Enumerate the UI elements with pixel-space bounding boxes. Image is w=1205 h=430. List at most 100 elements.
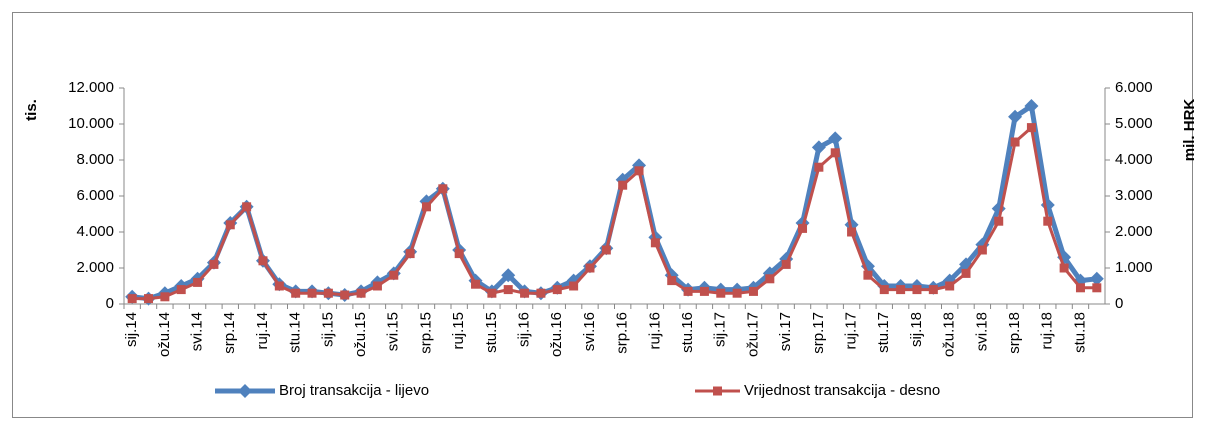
data-point	[405, 249, 415, 259]
x-tick-label: stu.18	[1071, 312, 1088, 353]
data-point	[242, 202, 252, 212]
legend-marker	[713, 386, 722, 396]
x-tick-label: stu.14	[287, 312, 304, 353]
x-tick-label: srp.15	[417, 312, 434, 354]
data-point	[618, 180, 628, 190]
x-tick-label: srp.18	[1006, 312, 1023, 354]
x-tick-label: svi.15	[385, 312, 402, 351]
data-point	[291, 288, 301, 298]
data-point	[863, 270, 873, 280]
x-tick-label: stu.15	[483, 312, 500, 353]
data-point	[1043, 216, 1053, 226]
data-point	[1075, 283, 1085, 293]
data-point	[828, 131, 843, 146]
y2-tick-label: 1.000	[1115, 259, 1153, 276]
x-tick-label: srp.16	[614, 312, 631, 354]
data-point	[811, 140, 826, 155]
data-point	[536, 288, 546, 298]
data-point	[977, 245, 987, 255]
data-point	[732, 288, 742, 298]
data-point	[1059, 263, 1069, 273]
data-point	[928, 285, 938, 295]
data-point	[683, 286, 693, 296]
y-tick-label: 6.000	[76, 187, 114, 204]
y-tick-label: 2.000	[76, 259, 114, 276]
data-point	[127, 294, 137, 304]
y-tick-label: 8.000	[76, 151, 114, 168]
legend-marker	[238, 384, 252, 398]
data-point	[438, 184, 448, 194]
data-point	[1092, 283, 1102, 293]
data-point	[667, 276, 677, 286]
data-point	[781, 259, 791, 269]
y2-tick-label: 6.000	[1115, 79, 1153, 96]
data-point	[389, 270, 399, 280]
data-point	[258, 256, 268, 266]
x-tick-label: sij.17	[712, 312, 729, 347]
data-point	[225, 220, 235, 230]
x-tick-label: ožu.14	[156, 312, 173, 357]
data-point	[634, 166, 644, 176]
x-tick-label: srp.17	[810, 312, 827, 354]
data-point	[945, 281, 955, 291]
data-point	[798, 223, 808, 233]
legend-label: Vrijednost transakcija - desno	[744, 382, 940, 399]
x-tick-label: sij.18	[908, 312, 925, 347]
x-tick-label: sij.16	[516, 312, 533, 347]
data-point	[1089, 271, 1104, 286]
data-point	[274, 281, 284, 291]
data-point	[1010, 137, 1020, 147]
x-tick-label: sij.14	[123, 312, 140, 347]
data-point	[879, 285, 889, 295]
data-point	[176, 285, 186, 295]
y2-tick-label: 4.000	[1115, 151, 1153, 168]
x-tick-label: svi.17	[777, 312, 794, 351]
data-point	[323, 288, 333, 298]
data-point	[569, 281, 579, 291]
data-point	[1024, 99, 1039, 113]
x-tick-label: ruj.14	[254, 312, 271, 350]
data-point	[601, 245, 611, 255]
y2-tick-label: 2.000	[1115, 223, 1153, 240]
x-tick-label: ožu.18	[941, 312, 958, 357]
chart-border	[12, 12, 1193, 418]
data-point	[847, 227, 857, 237]
y2-tick-label: 0	[1115, 295, 1123, 312]
data-point	[421, 202, 431, 212]
x-tick-label: stu.17	[875, 312, 892, 353]
x-tick-label: ruj.18	[1039, 312, 1056, 350]
data-point	[552, 285, 562, 295]
data-point	[814, 162, 824, 172]
data-point	[520, 288, 530, 298]
x-tick-label: srp.14	[221, 312, 238, 354]
x-tick-label: sij.15	[319, 312, 336, 347]
data-point	[471, 279, 481, 289]
x-tick-label: svi.18	[973, 312, 990, 351]
data-point	[454, 249, 464, 259]
y-tick-label: 0	[106, 295, 114, 312]
y2-tick-label: 5.000	[1115, 115, 1153, 132]
x-tick-label: ruj.15	[450, 312, 467, 350]
data-point	[765, 274, 775, 284]
x-tick-label: svi.14	[189, 312, 206, 351]
data-point	[716, 288, 726, 298]
y-axis-title: tis.	[23, 99, 40, 121]
x-tick-label: ožu.17	[744, 312, 761, 357]
x-tick-label: ožu.16	[548, 312, 565, 357]
data-point	[209, 259, 219, 269]
data-point	[961, 268, 971, 278]
data-point	[356, 288, 366, 298]
x-tick-label: ruj.17	[843, 312, 860, 350]
data-point	[503, 285, 513, 295]
data-point	[307, 288, 317, 298]
data-point	[896, 285, 906, 295]
data-point	[699, 286, 709, 296]
data-point	[144, 294, 154, 304]
x-tick-label: ruj.16	[646, 312, 663, 350]
x-tick-label: svi.16	[581, 312, 598, 351]
data-point	[748, 286, 758, 296]
data-point	[501, 268, 516, 283]
y-tick-label: 10.000	[68, 115, 114, 132]
data-point	[912, 285, 922, 295]
y-tick-label: 4.000	[76, 223, 114, 240]
